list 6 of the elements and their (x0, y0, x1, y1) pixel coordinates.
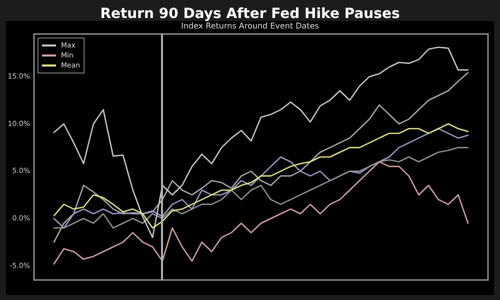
line-series (53, 46, 469, 238)
chart-title: Return 90 Days After Fed Hike Pauses (100, 6, 400, 22)
line-series (53, 146, 469, 229)
line-series (53, 161, 469, 265)
line-series (53, 72, 469, 243)
chart-subtitle: Index Returns Around Event Dates (181, 22, 319, 30)
